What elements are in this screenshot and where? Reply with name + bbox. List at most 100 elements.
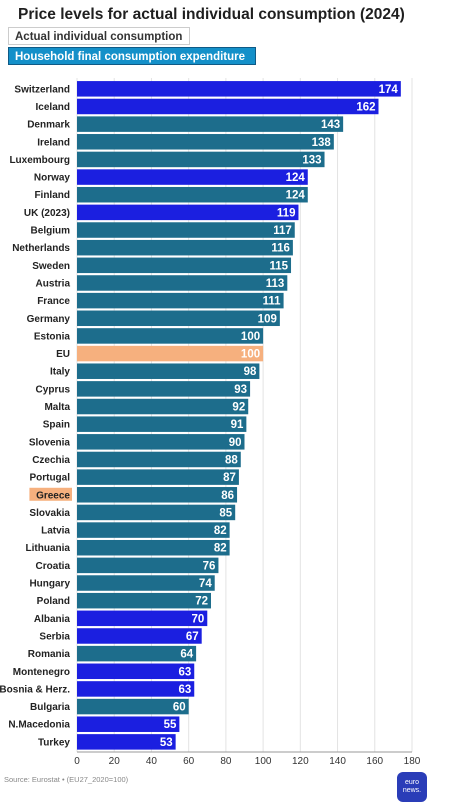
category-label: Luxembourg <box>9 155 70 166</box>
bar[interactable] <box>77 204 299 221</box>
category-label: Estonia <box>34 331 71 342</box>
bar[interactable] <box>77 169 308 185</box>
bar[interactable] <box>77 610 208 627</box>
category-label: Czechia <box>32 455 70 466</box>
bar-value-label: 72 <box>195 596 208 608</box>
bar[interactable] <box>77 645 197 662</box>
bar[interactable] <box>77 222 295 238</box>
bar[interactable] <box>77 151 325 168</box>
category-label: Slovenia <box>29 437 71 448</box>
bar[interactable] <box>77 575 215 591</box>
bar[interactable] <box>77 628 202 644</box>
bar[interactable] <box>77 116 344 132</box>
bar[interactable] <box>77 522 230 538</box>
bar-value-label: 93 <box>234 384 247 396</box>
bar[interactable] <box>77 698 189 715</box>
category-label: Serbia <box>39 631 70 642</box>
chart-category-labels: Switzerland Iceland Denmark Ireland Luxembou… <box>0 84 72 748</box>
x-tick-label: 140 <box>329 756 346 767</box>
category-label: Belgium <box>31 226 71 237</box>
category-label: UK (2023) <box>24 208 70 219</box>
category-label: Iceland <box>36 102 70 113</box>
bar-value-label: 67 <box>186 631 199 643</box>
bar-value-label: 91 <box>231 419 244 431</box>
bar[interactable] <box>77 716 180 732</box>
bar-value-label: 111 <box>263 296 282 308</box>
bar[interactable] <box>77 381 251 397</box>
bar[interactable] <box>77 539 230 556</box>
category-label: EU <box>56 349 70 360</box>
bar-value-label: 98 <box>244 366 257 378</box>
bar-value-label: 143 <box>321 119 340 131</box>
bar-value-label: 85 <box>219 507 232 519</box>
x-tick-label: 120 <box>292 756 309 767</box>
category-label: Slovakia <box>29 508 70 519</box>
chart-x-axis: 0 20 40 60 80 100 120 140 160 180 <box>74 751 421 767</box>
category-label: Ireland <box>37 137 70 148</box>
x-tick-label: 180 <box>404 756 421 767</box>
bar[interactable] <box>77 469 239 485</box>
bar-value-label: 76 <box>203 560 216 572</box>
x-tick-label: 0 <box>74 756 80 767</box>
bar-value-label: 64 <box>180 649 193 661</box>
bar-value-label: 86 <box>221 490 234 502</box>
bar[interactable] <box>77 292 284 309</box>
category-label: France <box>37 296 70 307</box>
bar-value-label: 90 <box>229 437 242 449</box>
bar[interactable] <box>77 328 264 344</box>
category-label: Romania <box>28 649 71 660</box>
x-tick-label: 100 <box>255 756 272 767</box>
bar[interactable] <box>77 681 195 697</box>
category-label: Portugal <box>29 473 70 484</box>
bar-value-label: 82 <box>214 543 227 555</box>
category-label: N.Macedonia <box>8 720 70 731</box>
bar[interactable] <box>77 416 247 432</box>
category-label: Spain <box>43 420 70 431</box>
bar-value-label: 174 <box>379 84 399 96</box>
bar[interactable] <box>77 592 211 609</box>
bar[interactable] <box>77 734 176 750</box>
category-label: Germany <box>27 314 71 325</box>
category-label: Switzerland <box>14 84 70 95</box>
tab-household-final-consumption[interactable]: Household final consumption expenditure <box>8 47 256 65</box>
highlight-label-background <box>29 487 72 501</box>
bar-value-label: 115 <box>269 260 288 272</box>
bar-value-label: 60 <box>173 702 186 714</box>
bar-value-label: 117 <box>273 225 292 237</box>
category-label: Poland <box>37 596 70 607</box>
bar[interactable] <box>77 487 238 503</box>
bar[interactable] <box>77 275 288 291</box>
category-label: Croatia <box>36 561 71 572</box>
bar[interactable] <box>77 663 195 680</box>
tab-actual-individual-consumption[interactable]: Actual individual consumption <box>8 27 190 45</box>
bar-value-label: 53 <box>160 737 173 749</box>
bar[interactable] <box>77 81 401 97</box>
bar[interactable] <box>77 134 334 150</box>
bar[interactable] <box>77 504 236 521</box>
bar[interactable] <box>77 186 308 203</box>
x-tick-label: 40 <box>146 756 158 767</box>
x-tick-label: 60 <box>183 756 195 767</box>
bar-value-label: 133 <box>302 154 321 166</box>
bar-value-label: 63 <box>178 666 191 678</box>
bar[interactable] <box>77 345 264 362</box>
bar-value-label: 124 <box>286 172 306 184</box>
category-label: Latvia <box>41 526 70 537</box>
bar[interactable] <box>77 398 249 415</box>
bar-value-label: 74 <box>199 578 212 590</box>
bar[interactable] <box>77 434 245 450</box>
bar-value-label: 100 <box>241 331 260 343</box>
x-tick-label: 80 <box>220 756 232 767</box>
bar-value-label: 87 <box>223 472 236 484</box>
bar[interactable] <box>77 451 241 468</box>
bar[interactable] <box>77 257 292 274</box>
bar[interactable] <box>77 363 260 379</box>
bar[interactable] <box>77 239 293 256</box>
bar-value-label: 109 <box>258 313 277 325</box>
bar[interactable] <box>77 98 379 115</box>
bar[interactable] <box>77 557 219 574</box>
bar-value-label: 162 <box>356 101 375 113</box>
bar-value-label: 55 <box>164 719 177 731</box>
category-label: Greece <box>36 490 70 501</box>
bar[interactable] <box>77 310 280 327</box>
